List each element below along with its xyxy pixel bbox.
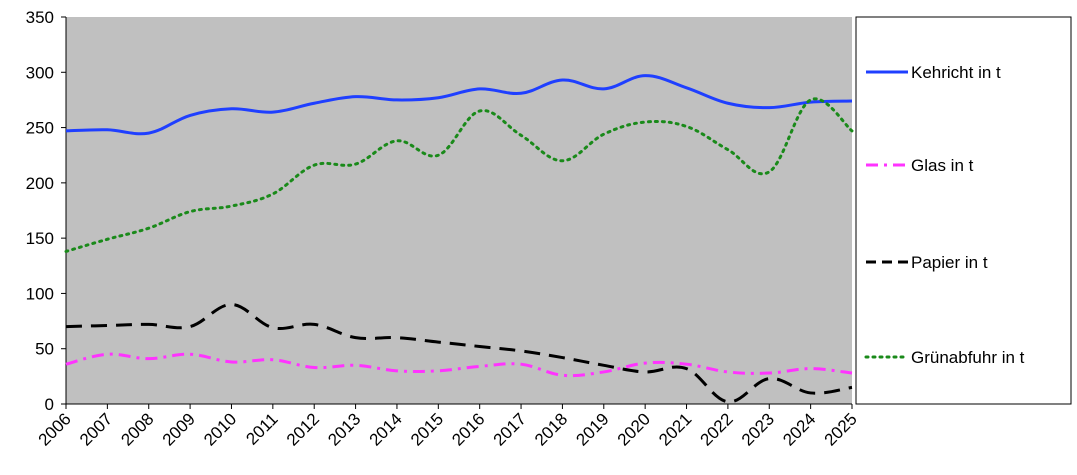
legend-box <box>855 16 1072 405</box>
x-tick-label: 2007 <box>76 409 116 449</box>
x-tick-label: 2024 <box>779 409 819 449</box>
x-tick-label: 2010 <box>200 409 240 449</box>
y-tick-label: 250 <box>26 119 54 138</box>
x-tick-label: 2015 <box>407 409 447 449</box>
x-tick-label: 2016 <box>448 409 488 449</box>
plot-area <box>66 17 852 404</box>
legend-label: Papier in t <box>911 253 988 272</box>
legend-label: Kehricht in t <box>911 63 1001 82</box>
x-tick-label: 2021 <box>655 409 695 449</box>
x-tick-label: 2008 <box>117 409 157 449</box>
y-tick-label: 300 <box>26 63 54 82</box>
y-tick-label: 50 <box>35 340 54 359</box>
x-tick-label: 2018 <box>531 409 571 449</box>
y-tick-label: 200 <box>26 174 54 193</box>
y-tick-label: 150 <box>26 229 54 248</box>
legend-label: Grünabfuhr in t <box>911 348 1025 367</box>
series-line-1 <box>65 352 853 378</box>
x-tick-label: 2022 <box>697 409 737 449</box>
x-tick-label: 2023 <box>738 409 778 449</box>
legend: Kehricht in t Glas in t Papier in t Grünabf… <box>864 63 1025 367</box>
series-lines <box>64 74 854 404</box>
series-line-3 <box>64 97 854 253</box>
x-tick-label: 2020 <box>614 409 654 449</box>
x-axis: 2006 2007 2008 2009 2010 2011 2012 2013 2014 2015… <box>35 403 861 450</box>
series-line-0 <box>65 74 853 136</box>
x-tick-label: 2012 <box>283 409 323 449</box>
x-tick-label: 2011 <box>242 409 281 448</box>
series-line-2 <box>65 302 853 404</box>
x-tick-label: 2006 <box>35 409 75 449</box>
y-tick-label: 100 <box>26 284 54 303</box>
y-tick-label: 0 <box>45 395 54 414</box>
x-tick-label: 2013 <box>324 409 364 449</box>
x-tick-label: 2009 <box>159 409 199 449</box>
y-tick-label: 350 <box>26 8 54 27</box>
legend-label: Glas in t <box>911 156 974 175</box>
x-tick-label: 2019 <box>572 409 612 449</box>
x-tick-label: 2017 <box>490 409 530 449</box>
y-axis: 0 50 100 150 200 250 300 350 <box>26 8 67 414</box>
x-tick-label: 2025 <box>821 409 861 449</box>
x-tick-label: 2014 <box>366 409 406 449</box>
